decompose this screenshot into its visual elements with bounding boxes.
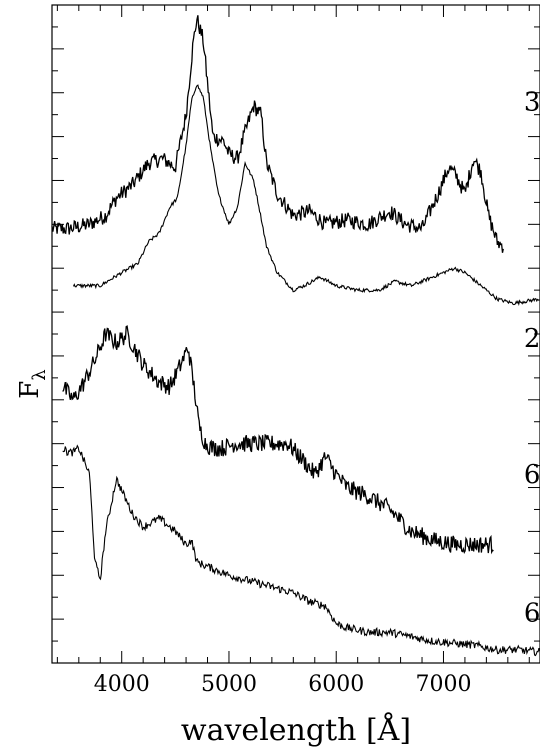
series-label-671d: 671d xyxy=(524,598,540,628)
x-tick-label: 7000 xyxy=(415,672,471,697)
series-line-282d xyxy=(72,84,540,306)
series-labels: 330d 282d 670d 671d xyxy=(524,87,540,628)
series-label-670d: 670d xyxy=(524,460,540,490)
y-axis-ticks xyxy=(52,26,540,642)
x-tick-label: 4000 xyxy=(94,672,150,697)
svg-text:Fλ: Fλ xyxy=(15,369,50,398)
y-axis-label-main: F xyxy=(15,381,45,399)
series-line-671d xyxy=(62,444,540,657)
x-tick-label: 5000 xyxy=(201,672,257,697)
series-label-282d: 282d xyxy=(524,324,540,354)
x-axis-ticks: 4000 5000 6000 7000 xyxy=(56,5,530,697)
x-axis-label: wavelength [Å] xyxy=(181,712,411,748)
y-axis-label-subscript: λ xyxy=(29,369,50,380)
y-axis-label: Fλ xyxy=(15,369,50,398)
series-lines xyxy=(51,15,540,657)
x-tick-label: 6000 xyxy=(308,672,364,697)
series-line-330d xyxy=(51,15,504,253)
series-label-330d: 330d xyxy=(524,87,540,117)
series-line-670d xyxy=(62,325,494,555)
